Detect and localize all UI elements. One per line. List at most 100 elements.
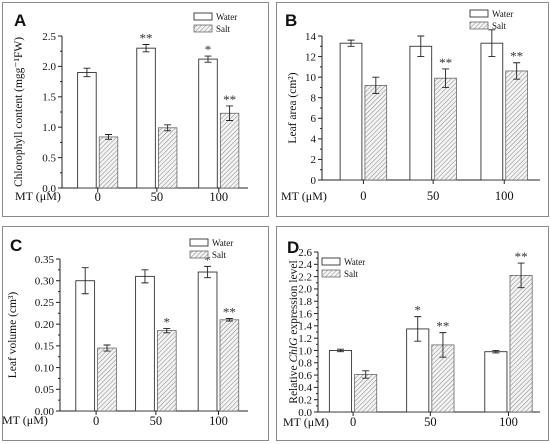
error-bar [362,370,370,379]
x-tick-label: 0 [350,415,356,429]
legend-swatch-salt [469,21,489,30]
bar-salt-50 [158,127,178,189]
bar-water-50 [136,47,156,189]
error-bar [204,265,212,279]
panel-letter: D [287,238,299,257]
significance-marker: ** [436,319,449,334]
bar-salt-0 [98,136,119,189]
significance-marker: ** [223,304,236,319]
y-tick-label: 0.4 [298,382,312,394]
y-tick-label: 0.10 [35,362,55,374]
bar-salt-100 [219,112,240,189]
x-tick-label: 100 [209,190,228,204]
error-bar [164,124,172,132]
y-tick-label: 1.4 [298,321,312,333]
error-bar [103,344,111,352]
panel-b: B 0 2 4 6 8 10 12 14 Leaf area (cm²) MT (μM) 0 50 ** 1… [276,2,549,217]
bar-water-0 [339,42,363,181]
y-tick-label: 0.2 [298,394,312,406]
y-tick-label: 0.8 [298,358,312,370]
error-bar [442,68,450,88]
significance-marker: * [204,252,211,267]
bar-salt-0 [364,85,388,181]
y-tick-label: 0.30 [35,276,55,288]
y-tick-label: 2.0 [42,61,56,73]
y-tick-label: 1.6 [298,308,312,320]
y-tick-label: 6 [311,113,317,125]
x-axis-label: MT (μM) [15,189,61,203]
error-bar [513,62,521,80]
y-tick-label: 2.4 [298,259,312,271]
panel-frame [276,226,549,441]
x-tick-label: 50 [427,189,440,203]
legend-label: Water [344,257,365,267]
panel-letter: A [14,11,26,30]
error-bar [488,29,496,58]
legend-label: Water [216,12,237,22]
x-tick-label: 0 [360,189,366,203]
legend-swatch-water [321,257,341,266]
error-bar [81,267,89,295]
bar-salt-100 [219,319,240,412]
y-tick-label: 2.5 [42,31,56,43]
bar-water-0 [75,280,96,412]
bar-salt-0 [97,347,117,412]
bar-salt-100 [505,70,528,181]
legend-label: Water [212,238,233,248]
y-tick-label: 0.0 [42,183,56,195]
error-bar [204,55,212,63]
y-tick-label: 0.5 [42,152,56,164]
y-axis-label: Leaf area (cm²) [287,72,299,143]
legend-swatch-salt [321,269,341,278]
legend-label: Salt [344,269,359,279]
x-tick-label: 100 [209,414,228,428]
x-axis-label: MT (μM) [2,413,48,427]
bar-water-100 [197,271,218,412]
y-tick-label: 2.0 [298,284,312,296]
y-tick-label: 0.15 [35,341,55,353]
error-bar [347,39,355,47]
y-tick-label: 2.2 [298,271,312,283]
error-bar [225,318,233,322]
error-bar [105,134,113,140]
y-tick-label: 4 [311,134,317,146]
panel-frame [276,2,549,217]
y-tick-label: 0.35 [35,254,55,266]
x-tick-label: 50 [151,190,164,204]
bar-salt-50 [434,77,457,181]
y-tick-label: 12 [305,51,316,63]
panel-frame [2,226,269,441]
legend-swatch-salt [193,24,213,33]
y-tick-label: 10 [305,72,317,84]
bar-water-100 [198,58,218,189]
error-bar [226,105,234,121]
legend-label: Water [492,9,513,19]
error-bar [417,35,425,58]
y-tick-label: 14 [305,31,317,43]
bar-salt-100 [509,275,533,413]
error-bar [439,332,447,358]
y-tick-label: 2.6 [298,247,312,259]
legend-label: Salt [212,250,227,260]
x-axis-label: MT (μM) [281,189,327,203]
significance-marker: ** [510,49,523,64]
legend-label: Salt [216,24,231,34]
panel-d: D 0.00.20.40.60.81.01.21.41.61.82.02.22.4… [276,226,549,441]
y-tick-label: 0 [311,175,317,187]
significance-marker: ** [140,31,153,46]
significance-marker: * [414,303,421,318]
bar-water-100 [480,42,504,181]
legend-swatch-water [193,12,213,21]
panel-letter: B [285,11,297,30]
y-tick-label: 0.00 [35,406,55,418]
error-bar [517,262,525,289]
bar-salt-50 [157,330,177,412]
x-tick-label: 0 [95,190,101,204]
bar-salt-0 [354,374,378,413]
y-tick-label: 1.5 [42,92,56,104]
y-tick-label: 0.20 [35,319,55,331]
significance-marker: * [164,314,171,329]
legend-swatch-water [189,238,209,247]
panel-a: A 0.0 0.5 1.0 1.5 2.0 2.5 Chlorophyll content (… [2,2,269,217]
